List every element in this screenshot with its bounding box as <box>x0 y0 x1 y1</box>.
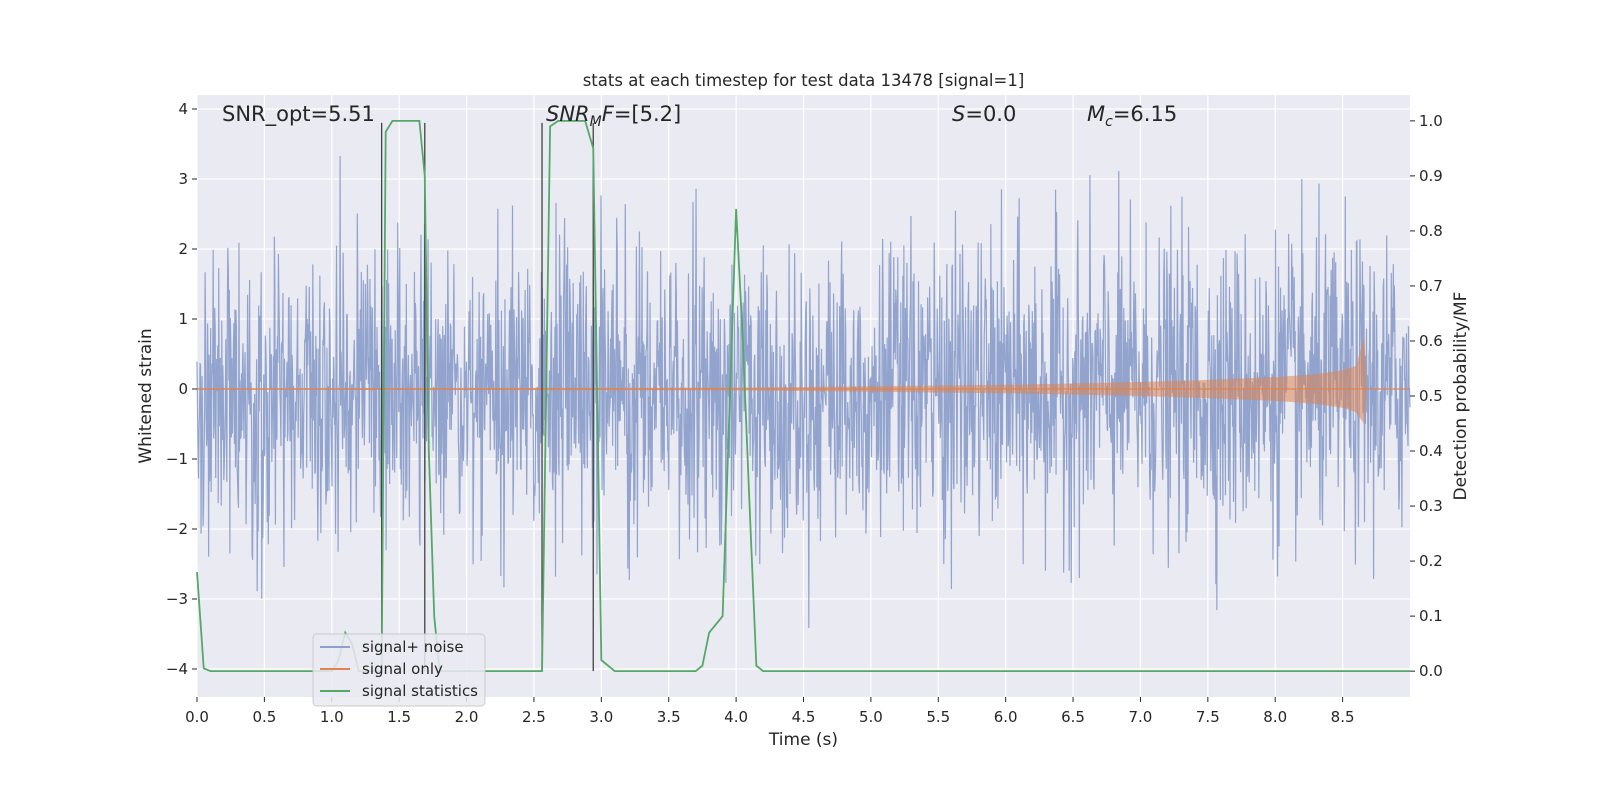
y2-tick-label: 0.4 <box>1419 442 1443 460</box>
y-tick-label: −3 <box>166 590 188 608</box>
y2-tick-label: 0.3 <box>1419 497 1443 515</box>
annotation-text: SNRMF=[5.2] <box>546 102 681 130</box>
x-tick-label: 2.5 <box>522 708 546 726</box>
x-tick-label: 8.0 <box>1263 708 1287 726</box>
annotation-text: SNR_opt=5.51 <box>222 102 375 127</box>
x-tick-label: 6.0 <box>994 708 1018 726</box>
annotations: SNR_opt=5.51 SNRMF=[5.2] S=0.0 Mc=6.15 <box>222 102 1177 130</box>
y-tick-label: −2 <box>166 520 188 538</box>
x-tick-label: 4.0 <box>724 708 748 726</box>
x-tick-label: 0.0 <box>185 708 209 726</box>
y-tick-label: 4 <box>178 100 188 118</box>
y2-tick-label: 0.8 <box>1419 222 1443 240</box>
x-tick-label: 6.5 <box>1061 708 1085 726</box>
x-tick-label: 4.5 <box>792 708 816 726</box>
legend-label: signal only <box>362 660 443 678</box>
x-tick-label: 2.0 <box>455 708 479 726</box>
y2-tick-label: 0.9 <box>1419 167 1443 185</box>
annotation-rest: =6.15 <box>1113 102 1177 126</box>
y2-tick-label: 0.0 <box>1419 662 1443 680</box>
legend-box <box>312 633 486 707</box>
annotation-italic: S <box>952 102 965 126</box>
y-axis-label-right: Detection probability/MF <box>1451 292 1471 501</box>
y-tick-label: 0 <box>178 380 188 398</box>
annotation-italic: M <box>1087 102 1105 126</box>
x-tick-label: 1.0 <box>320 708 344 726</box>
y2-tick-label: 0.1 <box>1419 607 1443 625</box>
y-tick-label: −4 <box>166 660 188 678</box>
annotation-rest: =[5.2] <box>614 102 681 126</box>
legend: signal+ noise signal only signal statistic… <box>312 633 486 707</box>
y2-tick-label: 0.2 <box>1419 552 1443 570</box>
x-tick-label: 5.0 <box>859 708 883 726</box>
y2-tick-label: 1.0 <box>1419 112 1443 130</box>
x-tick-label: 1.5 <box>387 708 411 726</box>
x-tick-label: 7.5 <box>1196 708 1220 726</box>
series-signal-only <box>197 336 1410 424</box>
y-tick-label: −1 <box>166 450 188 468</box>
chart-title: stats at each timestep for test data 134… <box>583 71 1025 90</box>
x-tick-label: 3.0 <box>589 708 613 726</box>
y2-tick-label: 0.5 <box>1419 387 1443 405</box>
y-axis-label: Whitened strain <box>136 328 156 463</box>
x-tick-label: 0.5 <box>252 708 276 726</box>
annotation-text: S=0.0 <box>952 102 1016 126</box>
x-tick-label: 5.5 <box>926 708 950 726</box>
y-axis-ticks-right: 0.0 0.1 0.2 0.3 0.4 0.5 0.6 0.7 0.8 0.9 1.0 <box>1410 112 1443 680</box>
legend-label: signal+ noise <box>362 638 464 656</box>
y2-tick-label: 0.7 <box>1419 277 1443 295</box>
annotation-subscript: c <box>1105 114 1113 130</box>
annotation-italic: SNR <box>546 102 590 126</box>
annotation-text: Mc=6.15 <box>1087 102 1177 130</box>
x-tick-label: 7.0 <box>1129 708 1153 726</box>
legend-label: signal statistics <box>362 682 478 700</box>
annotation-italic: F <box>602 102 615 126</box>
x-tick-label: 3.5 <box>657 708 681 726</box>
x-axis-ticks: 0.0 0.5 1.0 1.5 2.0 2.5 3.0 3.5 4.0 4.5 5.0 5.5 6.0 6… <box>185 697 1355 726</box>
y2-tick-label: 0.6 <box>1419 332 1443 350</box>
x-tick-label: 8.5 <box>1331 708 1355 726</box>
y-tick-label: 2 <box>178 240 188 258</box>
annotation-rest: =0.0 <box>965 102 1016 126</box>
y-axis-ticks-left: −4 −3 −2 −1 0 1 2 3 4 <box>166 100 197 678</box>
x-axis-label: Time (s) <box>768 730 838 750</box>
annotation-subscript: M <box>590 114 602 130</box>
y-tick-label: 3 <box>178 170 188 188</box>
y-tick-label: 1 <box>178 310 188 328</box>
